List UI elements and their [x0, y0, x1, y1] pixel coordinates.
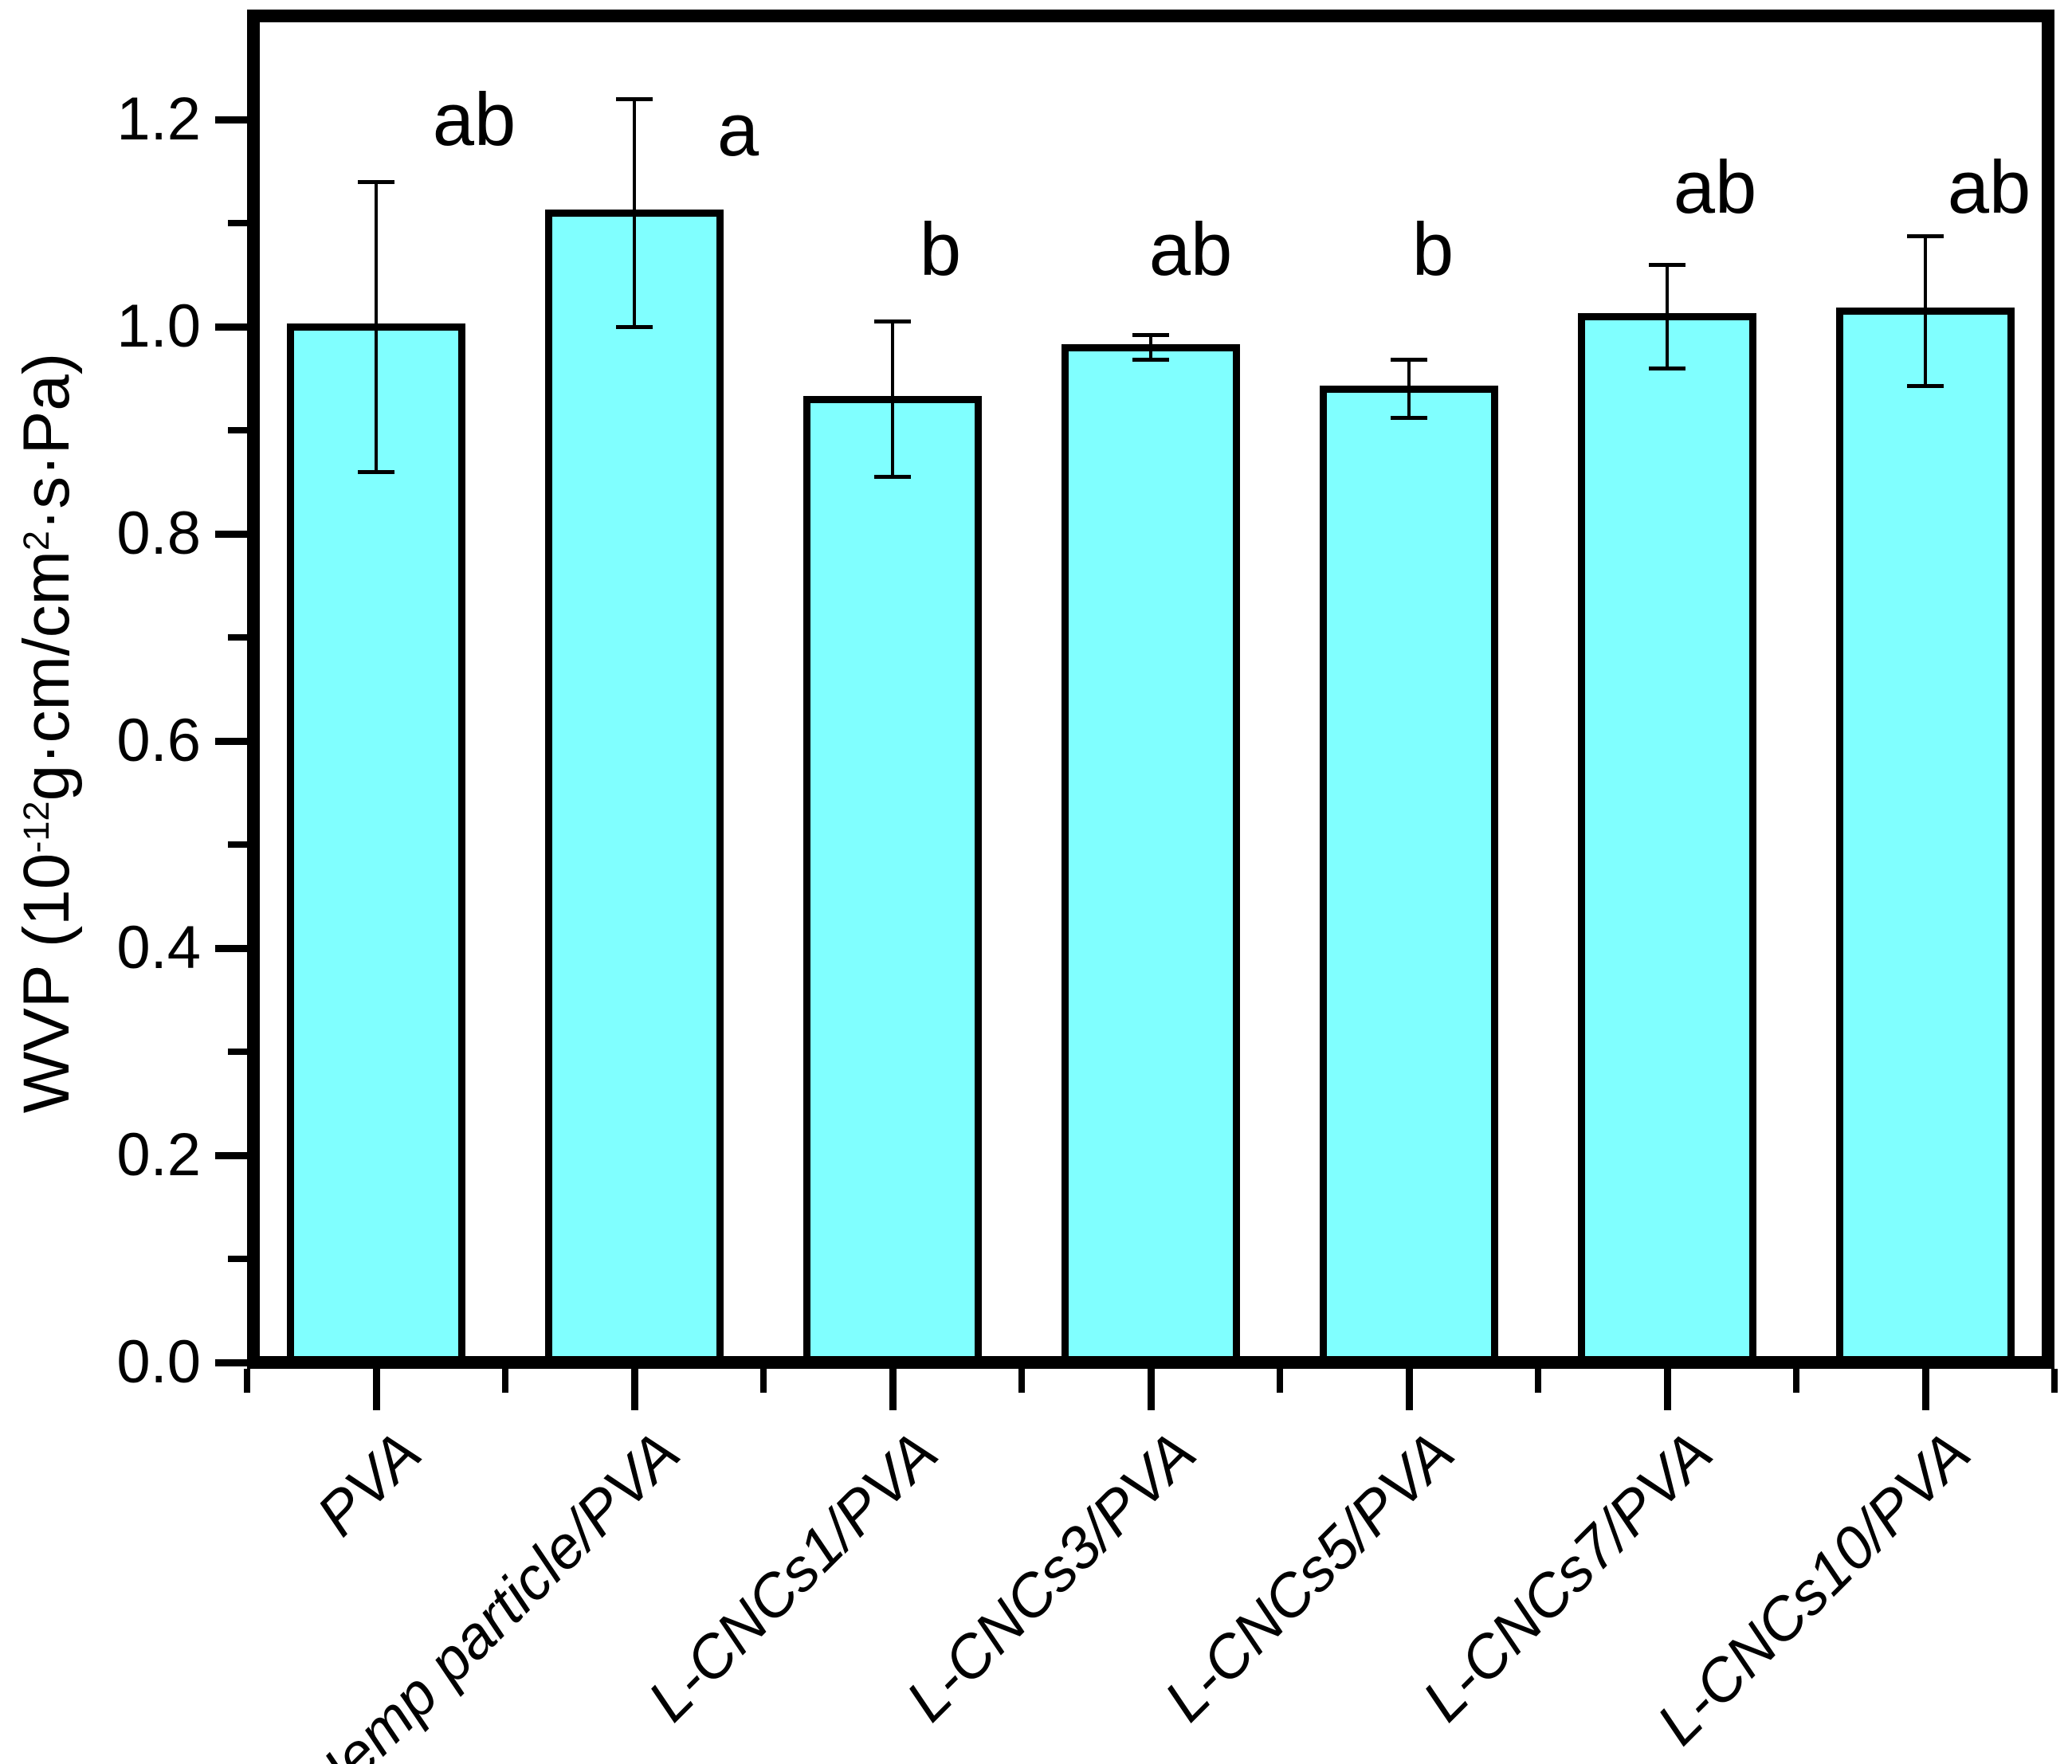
- x-axis-major-tick: [1921, 1369, 1929, 1410]
- y-axis-major-tick: [215, 1151, 247, 1159]
- y-axis-tick-label: 0.4: [116, 914, 201, 982]
- x-axis-major-tick: [372, 1369, 380, 1410]
- significance-letter: a: [716, 88, 759, 171]
- error-bar-bottom-cap: [358, 469, 394, 474]
- error-bar-top-cap: [1649, 262, 1685, 267]
- error-bar-top-cap: [1391, 358, 1427, 363]
- error-bar: [1924, 236, 1927, 386]
- x-axis-minor-tick: [1277, 1369, 1283, 1393]
- y-axis-minor-tick: [228, 220, 247, 226]
- bar: [1320, 385, 1498, 1356]
- significance-letter: ab: [1673, 144, 1757, 229]
- y-title-superscript-sq: 2: [16, 531, 57, 551]
- bar: [1062, 343, 1240, 1356]
- y-axis-major-tick: [215, 944, 247, 952]
- y-axis-tick-label: 1.2: [116, 85, 201, 153]
- error-bar-bottom-cap: [1649, 366, 1685, 370]
- y-axis-minor-tick: [228, 1049, 247, 1055]
- y-axis-minor-tick: [228, 1256, 247, 1262]
- error-bar-bottom-cap: [1391, 415, 1427, 420]
- error-bar-top-cap: [1132, 332, 1169, 337]
- error-bar-top-cap: [874, 319, 911, 323]
- error-bar-bottom-cap: [616, 324, 653, 329]
- y-axis-major-tick: [215, 116, 247, 123]
- error-bar: [375, 182, 378, 472]
- significance-letter: ab: [1148, 206, 1233, 291]
- bar: [803, 395, 982, 1356]
- x-axis-major-tick: [1405, 1369, 1413, 1410]
- x-axis-category-label: PVA: [304, 1418, 434, 1549]
- x-axis-minor-tick: [2051, 1369, 2058, 1393]
- y-axis-major-tick: [215, 737, 247, 745]
- bar: [1578, 312, 1756, 1356]
- x-axis-minor-tick: [1535, 1369, 1541, 1393]
- x-axis-major-tick: [1663, 1369, 1671, 1410]
- x-axis-minor-tick: [760, 1369, 767, 1393]
- error-bar-bottom-cap: [1907, 383, 1944, 388]
- significance-letter: b: [919, 206, 962, 291]
- y-axis-major-tick: [215, 1358, 247, 1366]
- y-axis-minor-tick: [228, 841, 247, 848]
- error-bar-bottom-cap: [874, 475, 911, 479]
- x-axis-major-tick: [889, 1369, 897, 1410]
- y-axis-tick-label: 1.0: [116, 292, 201, 360]
- significance-letter: ab: [432, 77, 516, 161]
- error-bar: [1149, 335, 1152, 360]
- x-axis-minor-tick: [1793, 1369, 1799, 1393]
- x-axis-minor-tick: [1018, 1369, 1025, 1393]
- y-axis-minor-tick: [228, 427, 247, 433]
- significance-letter: b: [1411, 206, 1454, 291]
- bar: [545, 209, 724, 1356]
- y-axis-tick-label: 0.0: [116, 1328, 201, 1396]
- y-axis-tick-label: 0.8: [116, 500, 201, 567]
- x-axis-major-tick: [1147, 1369, 1155, 1410]
- y-title-part3: ·s·Pa): [10, 352, 83, 531]
- y-axis-major-tick: [215, 323, 247, 331]
- y-title-superscript-exp: -12: [16, 801, 57, 853]
- y-axis-major-tick: [215, 530, 247, 538]
- x-axis-major-tick: [630, 1369, 638, 1410]
- error-bar: [1666, 265, 1669, 368]
- y-axis-minor-tick: [228, 634, 247, 641]
- error-bar-top-cap: [1907, 234, 1944, 239]
- bar: [287, 323, 465, 1356]
- error-bar-bottom-cap: [1132, 358, 1169, 363]
- y-axis-tick-label: 0.6: [116, 707, 201, 774]
- y-axis-tick-label: 0.2: [116, 1121, 201, 1189]
- x-axis-minor-tick: [244, 1369, 250, 1393]
- error-bar: [891, 321, 894, 477]
- y-title-part1: WVP (10: [10, 853, 83, 1114]
- error-bar-top-cap: [616, 96, 653, 101]
- significance-letter: ab: [1947, 144, 2031, 229]
- bar: [1836, 308, 2015, 1356]
- error-bar: [1407, 359, 1411, 418]
- y-title-part2: g·cm/cm: [10, 551, 83, 802]
- y-axis-title: WVP (10-12g·cm/cm2·s·Pa): [10, 352, 91, 1114]
- error-bar: [633, 99, 636, 327]
- x-axis-minor-tick: [502, 1369, 508, 1393]
- error-bar-top-cap: [358, 179, 394, 184]
